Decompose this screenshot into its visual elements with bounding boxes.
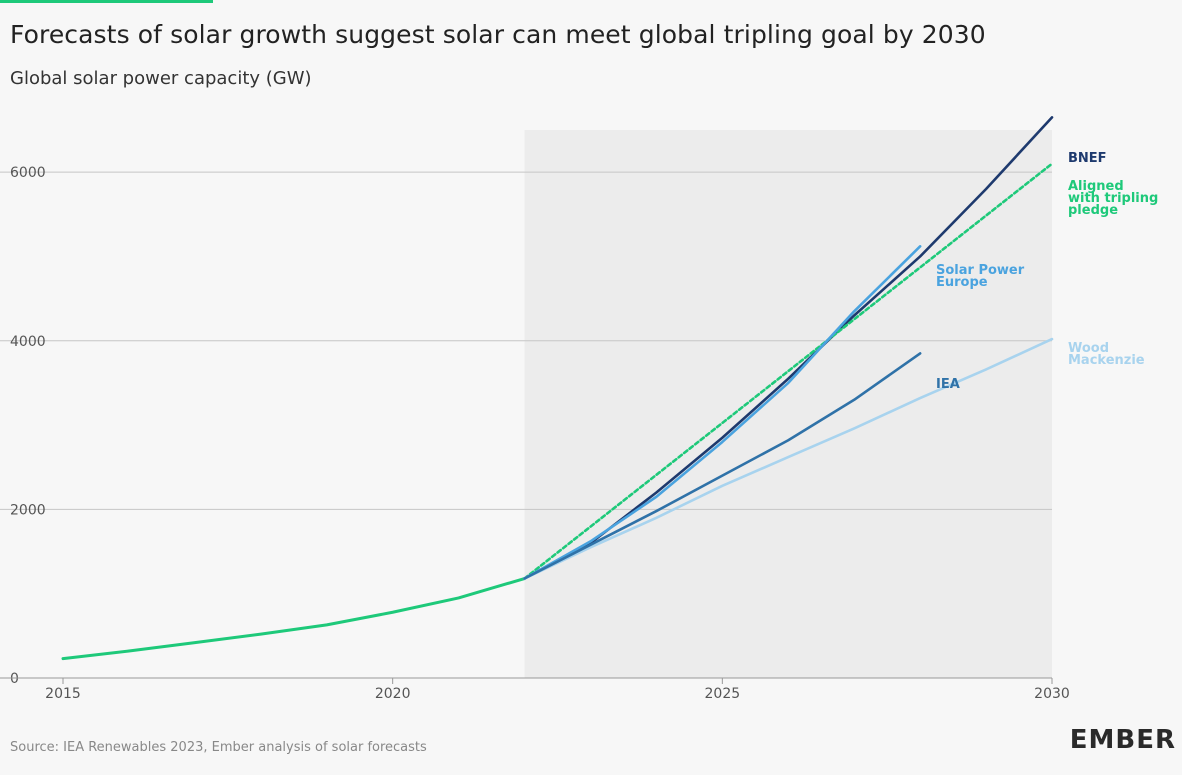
historical-line: [61, 577, 527, 661]
x-tick-label: 2015: [45, 686, 81, 702]
x-tick-label: 2025: [705, 686, 741, 702]
ember-logo: EMBER: [1069, 725, 1176, 755]
tripling-pledge-line: [523, 162, 1054, 580]
accent-bar: [0, 0, 213, 3]
x-tick-label: 2030: [1034, 686, 1070, 702]
y-tick-label: 0: [10, 671, 19, 687]
wood-mackenzie-line: [523, 337, 1054, 580]
chart-subtitle: Global solar power capacity (GW): [10, 68, 312, 89]
solar-power-europe-label: Solar Power Europe: [936, 263, 1025, 290]
y-tick-label: 4000: [10, 334, 46, 350]
bnef-label: BNEF: [1068, 151, 1107, 166]
x-tick-label: 2020: [375, 686, 411, 702]
y-tick-label: 6000: [10, 165, 46, 181]
forecast-region: [524, 130, 1052, 678]
chart-title: Forecasts of solar growth suggest solar …: [10, 20, 986, 49]
solar-power-europe-line: [523, 245, 922, 580]
y-tick-label: 2000: [10, 502, 46, 518]
source-note: Source: IEA Renewables 2023, Ember analy…: [10, 740, 427, 755]
wood-mackenzie-label: Wood Mackenzie: [1068, 341, 1145, 368]
tripling-pledge-label: Aligned with tripling pledge: [1068, 179, 1158, 218]
iea-line: [523, 352, 922, 580]
iea-label: IEA: [936, 377, 960, 392]
